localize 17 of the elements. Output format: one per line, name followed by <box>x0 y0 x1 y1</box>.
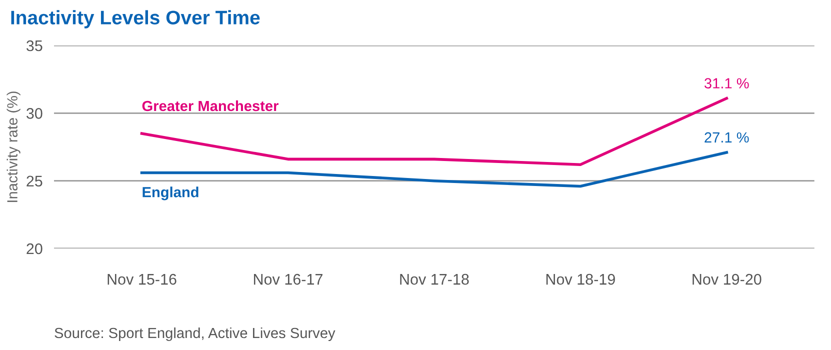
x-tick-label: Nov 15-16 <box>108 274 176 285</box>
x-tick-label: Nov 17-18 <box>400 274 469 285</box>
y-tick-label: 35 <box>26 40 42 52</box>
chart-title: Inactivity Levels Over Time <box>11 10 260 28</box>
series-label: Greater Manchester <box>142 100 279 112</box>
data-label: 27.1 % <box>704 132 749 143</box>
x-tick-label: Nov 18-19 <box>546 274 615 285</box>
series-label: England <box>142 186 198 200</box>
y-tick-label: 20 <box>26 243 42 254</box>
line-series <box>140 151 728 188</box>
x-tick-label: Nov 16-17 <box>254 274 322 285</box>
data-label: 31.1 % <box>704 78 749 88</box>
y-tick-label: 25 <box>26 176 42 187</box>
y-axis-title: Inactivity rate (%) <box>6 92 20 202</box>
y-tick-label: 30 <box>26 108 42 119</box>
source-note: Source: Sport England, Active Lives Survey <box>54 327 336 342</box>
x-tick-label: Nov 19-20 <box>692 274 762 285</box>
